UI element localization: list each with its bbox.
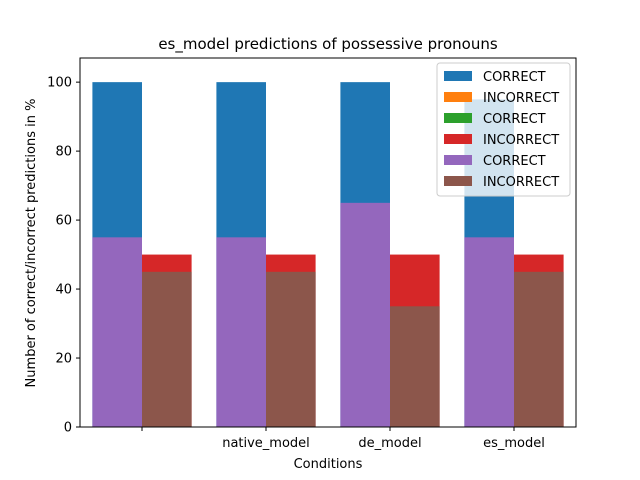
bar-series-5-category-0 [142, 271, 192, 427]
bar-series-4-de_model [340, 202, 390, 427]
bar-series-5-native_model [266, 271, 316, 427]
axes-frame [79, 57, 577, 428]
x-axis-label: Conditions [294, 457, 363, 472]
x-tick-label: es_model [483, 436, 545, 451]
legend-label: INCORRECT [483, 175, 559, 190]
y-tick-label: 40 [55, 283, 72, 298]
y-tick-label: 20 [55, 352, 72, 367]
x-tick-label: de_model [358, 436, 421, 451]
legend-swatch [444, 113, 472, 123]
chart-title: es_model predictions of possessive prono… [158, 35, 498, 54]
legend-swatch [444, 92, 472, 102]
y-axis-label: Number of correct/incorrect predictions … [24, 99, 39, 388]
y-tick-label: 60 [55, 214, 72, 229]
legend-swatch [444, 134, 472, 144]
x-tick-label: native_model [222, 436, 310, 451]
legend-label: CORRECT [483, 154, 546, 169]
legend-label: INCORRECT [483, 133, 559, 148]
legend-swatch [444, 176, 472, 186]
y-tick-label: 0 [64, 421, 72, 436]
bar-series-4-category-0 [92, 237, 142, 427]
axes: 0 20 40 60 80 100 native_model de_model es_model [47, 57, 577, 451]
legend-label: CORRECT [483, 112, 546, 127]
legend-label: CORRECT [483, 70, 546, 85]
bar-series-4-native_model [216, 237, 266, 427]
legend-swatch [444, 71, 472, 81]
y-tick-label: 80 [55, 145, 72, 160]
bar-series-5-es_model [514, 271, 564, 427]
legend-label: INCORRECT [483, 91, 559, 106]
legend-swatch [444, 155, 472, 165]
legend: CORRECT INCORRECT CORRECT INCORRECT CORRECT I… [436, 62, 571, 197]
bar-series-5-de_model [390, 306, 440, 427]
y-tick-label: 100 [47, 76, 72, 91]
bar-series-4-es_model [464, 237, 514, 427]
